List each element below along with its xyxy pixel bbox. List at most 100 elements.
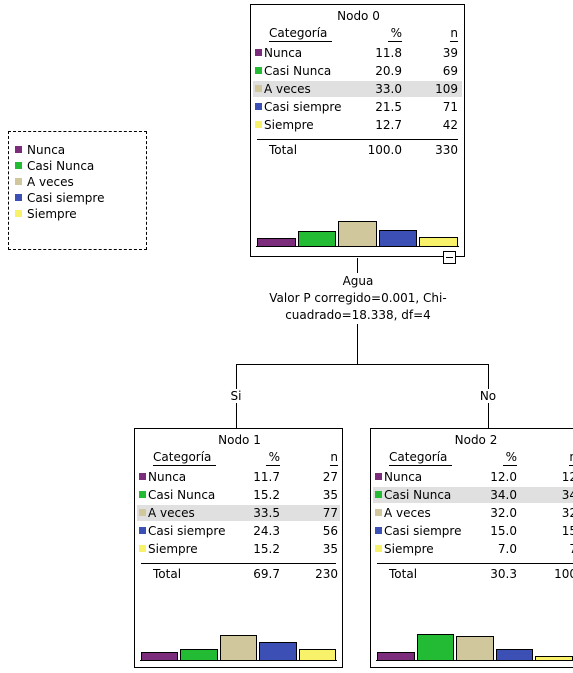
column-header-percent: % xyxy=(505,450,517,464)
tree-node-0[interactable]: Nodo 0 Categoría% n Nunca 11.8 39 Casi Nunca 20… xyxy=(250,4,465,257)
category-label: A veces xyxy=(148,506,195,520)
category-row-casi-nunca: Casi Nunca 20.9 69 xyxy=(253,63,462,79)
total-separator xyxy=(377,563,573,564)
swatch-a-veces xyxy=(375,509,382,516)
total-percent: 69.7 xyxy=(253,567,280,581)
category-row-siempre: Siempre 12.7 42 xyxy=(253,117,462,133)
swatch-casi-siempre xyxy=(255,103,262,110)
histogram-bar-a-veces xyxy=(338,221,377,247)
percent-value: 11.8 xyxy=(375,46,402,60)
swatch-a-veces xyxy=(15,178,22,185)
swatch-casi-nunca xyxy=(375,491,382,498)
swatch-casi-nunca xyxy=(15,162,22,169)
percent-value: 33.5 xyxy=(253,506,280,520)
total-label: Total xyxy=(153,567,182,581)
percent-value: 12.0 xyxy=(490,470,517,484)
percent-value: 15.2 xyxy=(253,488,280,502)
column-header-percent: % xyxy=(268,450,280,464)
total-count: 330 xyxy=(435,143,458,157)
swatch-nunca xyxy=(255,49,262,56)
histogram-baseline xyxy=(256,246,459,247)
swatch-nunca xyxy=(375,473,382,480)
percent-value: 15.0 xyxy=(490,524,517,538)
category-row-a-veces: A veces 32.0 32 xyxy=(373,505,573,521)
swatch-nunca xyxy=(15,146,22,153)
percent-value: 34.0 xyxy=(490,488,517,502)
legend: Nunca Casi Nunca A veces Casi siempre Si… xyxy=(8,131,147,250)
category-label: Casi Nunca xyxy=(384,488,452,502)
swatch-casi-siempre xyxy=(375,527,382,534)
histogram-bar-casi-nunca xyxy=(416,634,455,661)
category-label: Siempre xyxy=(148,542,198,556)
header-underline xyxy=(450,41,458,42)
percent-value: 24.3 xyxy=(253,524,280,538)
swatch-a-veces xyxy=(255,85,262,92)
split-variable: Agua xyxy=(342,274,374,288)
legend-label: Casi siempre xyxy=(27,191,105,205)
header-underline xyxy=(389,465,452,466)
percent-value: 21.5 xyxy=(375,100,402,114)
header-underline xyxy=(330,465,338,466)
node-histogram xyxy=(376,615,573,661)
count-value: 32 xyxy=(561,506,573,520)
swatch-siempre xyxy=(15,210,22,217)
column-header-n: n xyxy=(330,450,338,464)
collapse-toggle-icon[interactable] xyxy=(443,251,456,264)
category-row-a-veces: A veces 33.5 77 xyxy=(137,505,340,521)
total-percent: 30.3 xyxy=(490,567,517,581)
node-title: Nodo 2 xyxy=(454,433,498,447)
histogram-bar-casi-siempre xyxy=(259,642,297,661)
connector-horizontal xyxy=(236,364,489,365)
tree-node-2[interactable]: Nodo 2 Categoría% n Nunca 12.0 12 Casi Nunca 34… xyxy=(370,428,573,668)
column-header-n: n xyxy=(537,450,573,464)
count-value: 56 xyxy=(322,524,338,538)
category-label: Casi Nunca xyxy=(264,64,332,78)
category-row-casi-nunca: Casi Nunca 15.2 35 xyxy=(137,487,340,503)
count-value: 77 xyxy=(322,506,338,520)
category-label: Nunca xyxy=(148,470,187,484)
histogram-baseline xyxy=(376,660,573,661)
total-percent: 100.0 xyxy=(367,143,402,157)
swatch-siempre xyxy=(255,121,262,128)
category-label: Casi siempre xyxy=(148,524,226,538)
category-row-siempre: Siempre 15.2 35 xyxy=(137,541,340,557)
category-label: Casi siempre xyxy=(384,524,462,538)
histogram-bar-casi-nunca xyxy=(297,231,337,247)
count-value: 34 xyxy=(561,488,573,502)
total-separator xyxy=(257,139,458,140)
column-header-category: Categoría xyxy=(269,26,328,40)
total-label: Total xyxy=(269,143,298,157)
category-label: Nunca xyxy=(384,470,423,484)
category-row-casi-nunca: Casi Nunca 34.0 34 xyxy=(373,487,573,503)
count-value: 15 xyxy=(561,524,573,538)
category-label: A veces xyxy=(264,82,311,96)
category-label: A veces xyxy=(384,506,431,520)
histogram-bar-a-veces xyxy=(456,636,494,661)
percent-value: 20.9 xyxy=(375,64,402,78)
percent-value: 33.0 xyxy=(375,82,402,96)
node-histogram xyxy=(140,615,337,661)
category-label: Casi siempre xyxy=(264,100,342,114)
count-value: 69 xyxy=(442,64,458,78)
split-stat-line2: cuadrado=18.338, df=4 xyxy=(285,308,431,322)
node-title: Nodo 1 xyxy=(218,433,261,447)
swatch-casi-nunca xyxy=(139,491,146,498)
legend-label: Siempre xyxy=(27,207,77,221)
category-label: Siempre xyxy=(264,118,314,132)
legend-label: A veces xyxy=(27,175,74,189)
category-row-nunca: Nunca 11.7 27 xyxy=(137,469,340,485)
count-value: 35 xyxy=(322,488,338,502)
count-value: 7 xyxy=(541,541,573,557)
swatch-nunca xyxy=(139,473,146,480)
category-row-a-veces: A veces 33.0 109 xyxy=(253,81,462,97)
column-header-category: Categoría xyxy=(389,450,448,464)
percent-value: 15.2 xyxy=(253,542,280,556)
header-underline xyxy=(266,465,280,466)
total-separator xyxy=(141,563,336,564)
node-title: Nodo 0 xyxy=(337,9,380,23)
category-row-siempre: Siempre 7.0 7 xyxy=(373,541,573,557)
count-value: 12 xyxy=(561,470,573,484)
count-value: 42 xyxy=(442,118,458,132)
legend-label: Nunca xyxy=(27,143,66,157)
tree-node-1[interactable]: Nodo 1 Categoría% n Nunca 11.7 27 Casi Nunca 15… xyxy=(134,428,343,668)
